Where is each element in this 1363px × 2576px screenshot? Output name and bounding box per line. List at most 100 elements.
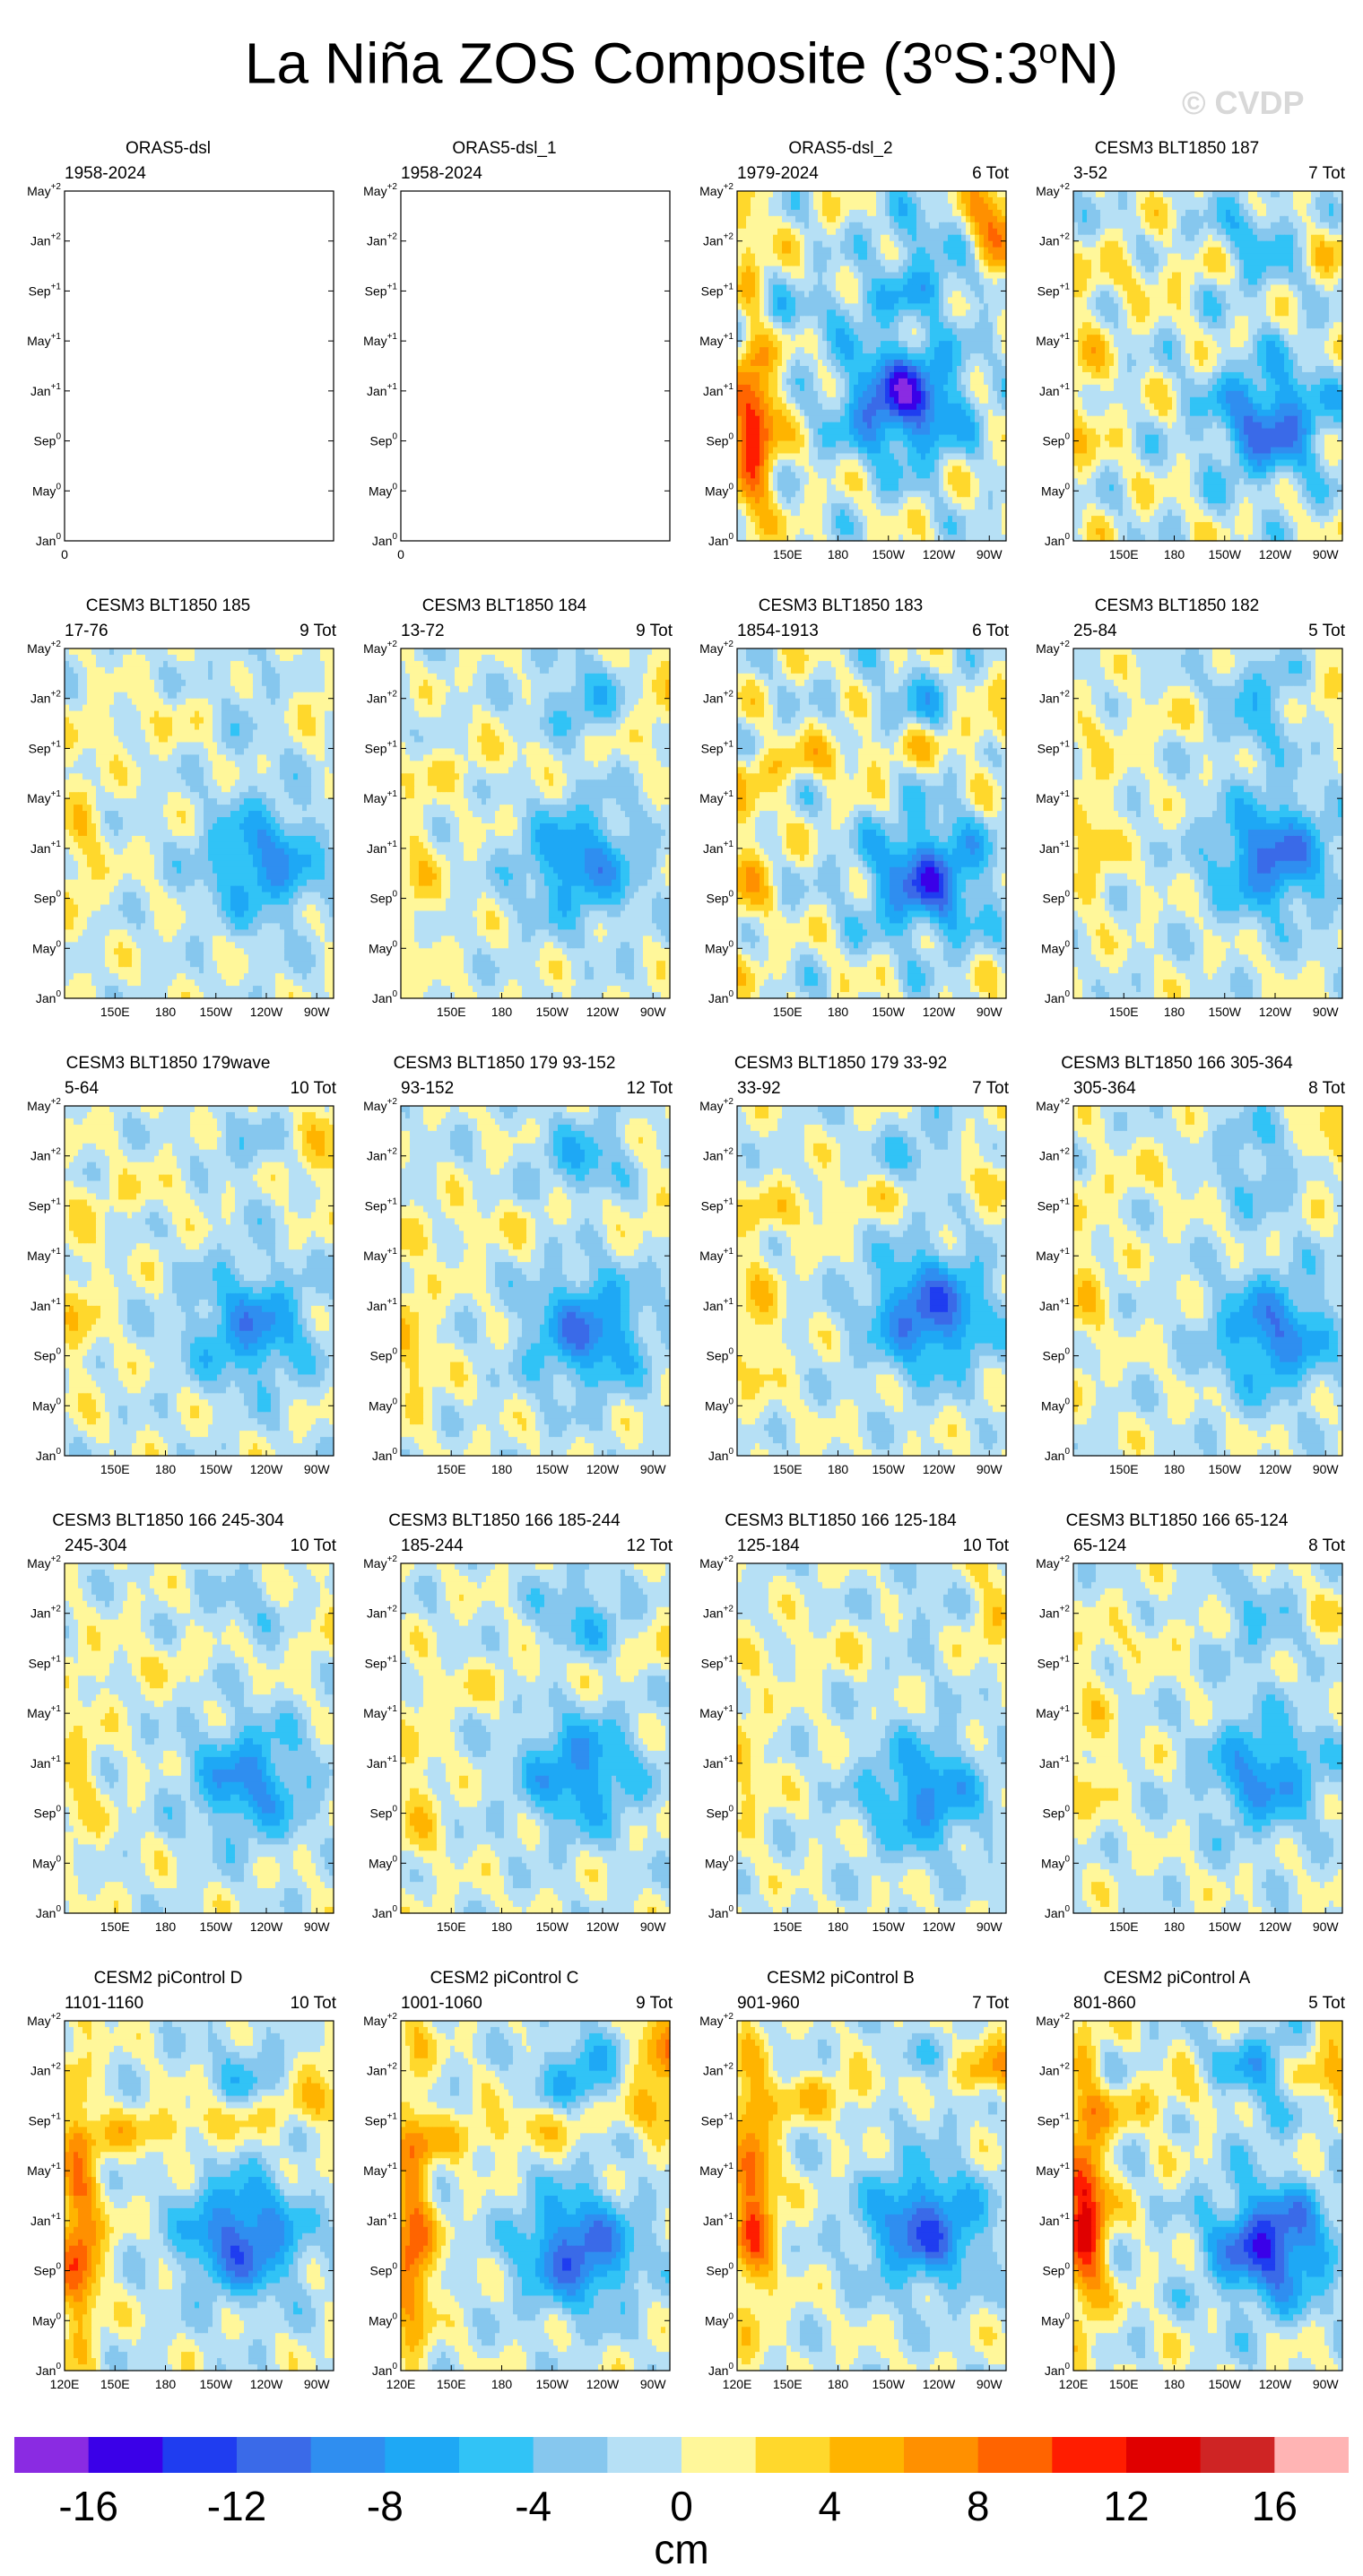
heatmap-cell xyxy=(907,372,913,379)
heatmap-cell xyxy=(782,222,787,230)
heatmap-cell xyxy=(957,404,962,411)
heatmap-cell xyxy=(912,316,917,323)
heatmap-cell xyxy=(921,435,926,442)
heatmap-cell xyxy=(948,328,953,335)
heatmap-cell xyxy=(881,435,886,442)
heatmap-cell xyxy=(804,466,810,473)
heatmap-cell xyxy=(782,347,787,354)
heatmap-cell xyxy=(952,422,958,430)
heatmap-cell xyxy=(984,379,989,386)
heatmap-cell xyxy=(836,309,841,317)
heatmap-cell xyxy=(1176,254,1182,261)
heatmap-cell xyxy=(1123,322,1128,329)
heatmap-cell xyxy=(845,241,850,248)
heatmap-cell xyxy=(1253,291,1258,298)
heatmap-cell xyxy=(1212,309,1218,317)
heatmap-cell xyxy=(1082,248,1088,255)
heatmap-cell xyxy=(1109,229,1115,236)
heatmap-cell xyxy=(1118,235,1124,242)
heatmap-cell xyxy=(818,478,823,485)
heatmap-cell xyxy=(768,273,774,280)
heatmap-cell xyxy=(1082,291,1088,298)
heatmap-cell xyxy=(800,522,805,529)
heatmap-cell xyxy=(984,279,989,286)
heatmap-cell xyxy=(867,353,872,361)
heatmap-cell xyxy=(957,322,962,329)
heatmap-cell xyxy=(840,422,846,430)
heatmap-cell xyxy=(1190,241,1195,248)
heatmap-cell xyxy=(916,516,922,523)
heatmap-cell xyxy=(1275,297,1281,304)
heatmap-cell xyxy=(737,291,742,298)
heatmap-cell xyxy=(912,528,917,535)
heatmap-cell xyxy=(854,516,859,523)
heatmap-cell xyxy=(1226,191,1231,198)
heatmap-cell xyxy=(1324,309,1330,317)
heatmap-cell xyxy=(943,366,949,373)
heatmap-cell xyxy=(1114,248,1119,255)
heatmap-cell xyxy=(737,528,742,535)
heatmap-cell xyxy=(984,522,989,529)
heatmap-cell xyxy=(975,478,980,485)
heatmap-cell xyxy=(1208,210,1213,217)
heatmap-cell xyxy=(1114,241,1119,248)
heatmap-cell xyxy=(1141,273,1146,280)
heatmap-cell xyxy=(934,284,940,292)
heatmap-cell xyxy=(881,441,886,448)
heatmap-cell xyxy=(854,397,859,405)
heatmap-cell xyxy=(845,341,850,348)
heatmap-cell xyxy=(966,497,971,504)
heatmap-cell xyxy=(746,241,751,248)
heatmap-cell xyxy=(930,229,935,236)
heatmap-cell xyxy=(1141,210,1146,217)
heatmap-cell xyxy=(1105,260,1110,267)
heatmap-cell xyxy=(795,385,801,392)
heatmap-cell xyxy=(746,303,751,310)
heatmap-cell xyxy=(840,347,846,354)
heatmap-cell xyxy=(916,235,922,242)
heatmap-cell xyxy=(742,448,747,455)
heatmap-cell xyxy=(916,528,922,535)
heatmap-cell xyxy=(966,197,971,205)
heatmap-cell xyxy=(876,279,881,286)
heatmap-cell xyxy=(845,435,850,442)
heatmap-cell xyxy=(1311,204,1316,211)
heatmap-cell xyxy=(943,429,949,436)
heatmap-cell xyxy=(751,366,756,373)
heatmap-cell xyxy=(1284,328,1289,335)
heatmap-cell xyxy=(1248,291,1254,298)
heatmap-cell xyxy=(809,191,814,198)
heatmap-cell xyxy=(751,379,756,386)
heatmap-cell xyxy=(1109,297,1115,304)
heatmap-cell xyxy=(943,379,949,386)
heatmap-cell xyxy=(1311,273,1316,280)
panel-plot: May+2 Jan+2 Sep+1 May+1 Jan+1 Sep0 May0 Jan0 150… xyxy=(737,191,1006,541)
heatmap-cell xyxy=(993,410,998,417)
heatmap-cell xyxy=(1118,303,1124,310)
heatmap-cell xyxy=(894,197,899,205)
heatmap-cell xyxy=(988,341,994,348)
heatmap-cell xyxy=(907,448,913,455)
heatmap-cell xyxy=(1141,191,1146,198)
heatmap-cell xyxy=(952,284,958,292)
heatmap-cell xyxy=(1109,222,1115,230)
heatmap-cell xyxy=(872,229,877,236)
heatmap-cell xyxy=(894,204,899,211)
heatmap-cell xyxy=(1324,216,1330,223)
heatmap-cell xyxy=(836,435,841,442)
heatmap-cell xyxy=(934,466,940,473)
heatmap-cell xyxy=(764,322,769,329)
heatmap-cell xyxy=(1307,335,1312,342)
heatmap-cell xyxy=(899,454,904,461)
heatmap-cell xyxy=(746,484,751,492)
heatmap-cell xyxy=(984,497,989,504)
heatmap-cell xyxy=(876,528,881,535)
heatmap-cell xyxy=(1275,229,1281,236)
heatmap-cell xyxy=(1168,316,1173,323)
heatmap-cell xyxy=(1235,260,1240,267)
heatmap-cell xyxy=(907,204,913,211)
heatmap-cell xyxy=(751,229,756,236)
heatmap-cell xyxy=(1114,204,1119,211)
heatmap-cell xyxy=(1284,191,1289,198)
heatmap-cell xyxy=(916,459,922,466)
